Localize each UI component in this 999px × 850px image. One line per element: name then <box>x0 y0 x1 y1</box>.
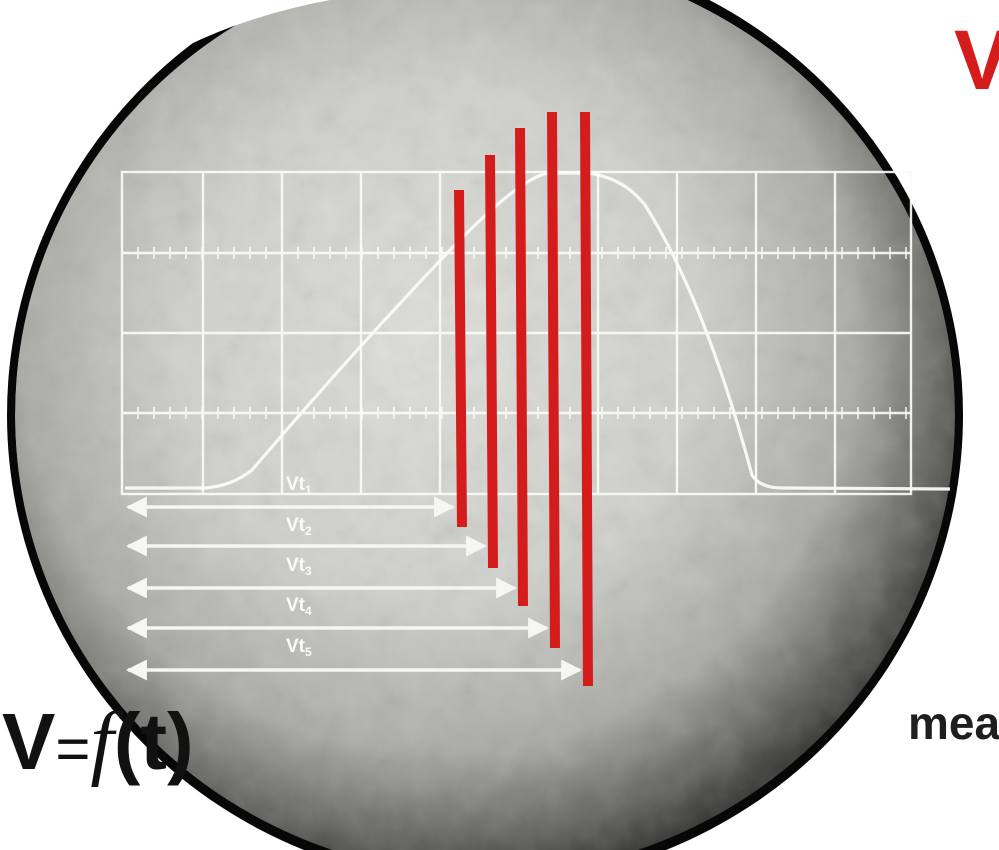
corner-white-br <box>860 700 999 850</box>
formula-func: f <box>90 695 114 788</box>
subtext-fragment: mea <box>908 697 999 749</box>
corner-white-tl <box>0 0 330 330</box>
arrow-label: Vt1 <box>286 474 312 497</box>
arrow-label: Vt4 <box>286 595 312 618</box>
formula-arg: (t) <box>113 697 194 786</box>
corner-white-bl <box>0 640 120 850</box>
arrow-label: Vt5 <box>286 636 312 659</box>
red-marker-bar <box>580 111 593 687</box>
red-marker-bar <box>515 127 528 607</box>
formula-equals: = <box>55 715 91 782</box>
headline-letter: V <box>954 13 999 107</box>
red-marker-bar <box>454 189 467 528</box>
red-marker-bar <box>485 154 498 569</box>
arrow-label: Vt3 <box>286 555 312 578</box>
corner-white-tr <box>820 0 999 260</box>
formula-v-equals-f-of-t: V=f(t) <box>2 700 194 784</box>
formula-lhs: V <box>2 697 56 786</box>
red-marker-bar <box>547 111 560 649</box>
arrow-label: Vt2 <box>286 515 312 538</box>
